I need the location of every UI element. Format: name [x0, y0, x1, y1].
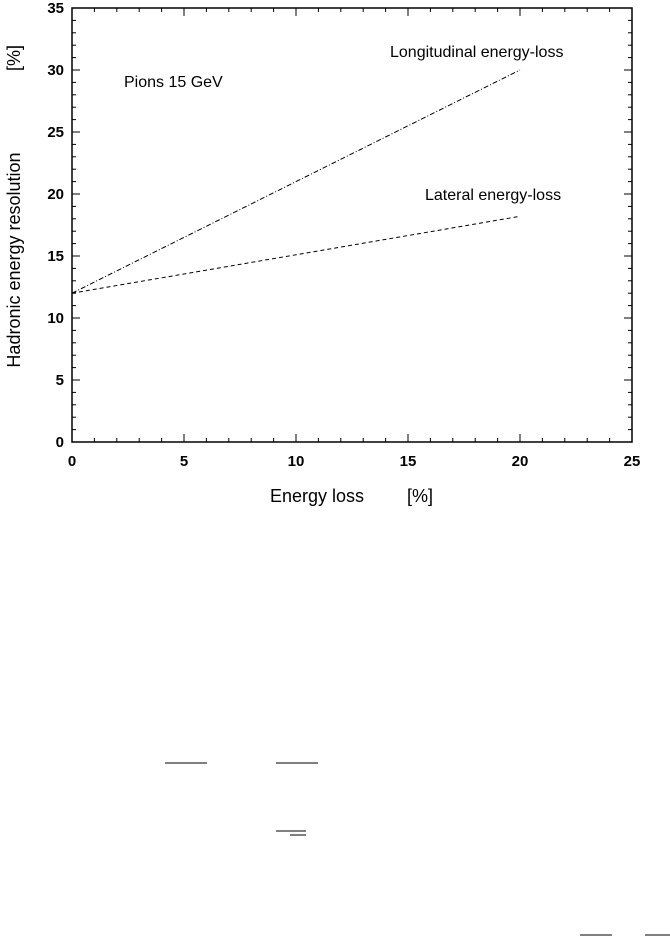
- ticks: [71, 7, 633, 443]
- annotation-pions: Pions 15 GeV: [124, 74, 223, 91]
- x-tick-label: 10: [288, 453, 305, 470]
- x-tick-label: 0: [68, 453, 76, 470]
- plot-frame: [71, 7, 633, 443]
- x-tick-label: 15: [400, 453, 417, 470]
- y-tick-label: 35: [47, 0, 64, 17]
- y-tick-label: 5: [56, 372, 64, 389]
- x-tick-label: 25: [624, 453, 641, 470]
- y-tick-label: 15: [47, 248, 64, 265]
- y-axis-unit: [%]: [4, 45, 24, 71]
- tick-labels: 0 5 10 15 20 25 0 5 10 15 20 25 30 35: [47, 0, 640, 470]
- x-axis-unit: [%]: [407, 486, 433, 506]
- x-tick-label: 20: [512, 453, 529, 470]
- x-axis-title: Energy loss: [270, 486, 364, 506]
- y-tick-label: 10: [47, 310, 64, 327]
- y-tick-label: 20: [47, 186, 64, 203]
- y-tick-label: 25: [47, 124, 64, 141]
- series-label-longitudinal: Longitudinal energy-loss: [390, 44, 563, 61]
- series-lines: [71, 69, 521, 294]
- y-tick-label: 30: [47, 62, 64, 79]
- x-tick-label: 5: [180, 453, 188, 470]
- y-tick-label: 0: [56, 434, 64, 451]
- series-line-longitudinal: [71, 69, 521, 294]
- y-axis-title: Hadronic energy resolution: [4, 152, 24, 367]
- series-label-lateral: Lateral energy-loss: [425, 187, 561, 204]
- series-line-lateral: [71, 215, 521, 294]
